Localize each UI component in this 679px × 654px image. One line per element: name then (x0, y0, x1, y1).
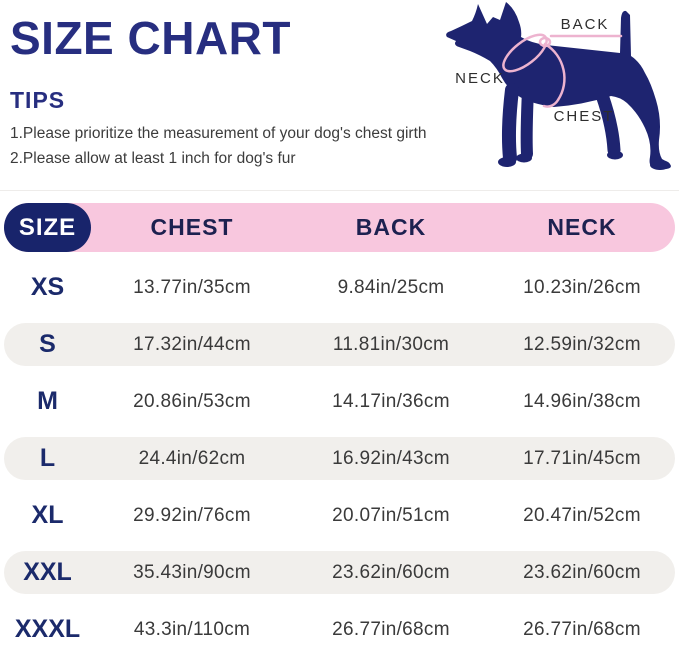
size-cell: XL (31, 501, 64, 529)
tip-line-2: 2.Please allow at least 1 inch for dog's… (10, 150, 296, 168)
back-cell: 16.92in/43cm (332, 447, 450, 469)
back-cell: 23.62in/60cm (332, 561, 450, 583)
back-label: BACK (561, 16, 610, 33)
neck-cell: 10.23in/26cm (523, 276, 641, 298)
back-cell: 11.81in/30cm (332, 333, 450, 355)
table-row-m: M 20.86in/53cm 14.17in/36cm 14.96in/38cm (4, 373, 675, 430)
table-row-l: L 24.4in/62cm 16.92in/43cm 17.71in/45cm (4, 430, 675, 487)
neck-cell: 14.96in/38cm (523, 390, 641, 412)
neck-cell: 26.77in/68cm (523, 618, 641, 640)
size-cell: XS (30, 273, 65, 301)
chest-cell: 13.77in/35cm (133, 276, 251, 298)
size-cell: L (39, 444, 56, 472)
table-header: SIZE CHEST BACK NECK (4, 203, 675, 252)
chest-cell: 17.32in/44cm (133, 333, 251, 355)
size-cell: XXXL (14, 615, 81, 643)
neck-column-header: NECK (547, 214, 617, 240)
page-title: SIZE CHART (10, 12, 291, 64)
chest-cell: 29.92in/76cm (133, 504, 251, 526)
chest-column-header: CHEST (150, 214, 234, 240)
table-row-xxl: XXL 35.43in/90cm 23.62in/60cm 23.62in/60… (4, 544, 675, 601)
size-cell: S (39, 330, 56, 358)
table-row-xl: XL 29.92in/76cm 20.07in/51cm 20.47in/52c… (4, 487, 675, 544)
chest-cell: 24.4in/62cm (138, 447, 246, 469)
dog-measurement-diagram: BACK NECK CHEST (432, 0, 679, 192)
tips-heading: TIPS (10, 87, 66, 114)
back-column-header: BACK (355, 214, 427, 240)
back-cell: 26.77in/68cm (332, 618, 450, 640)
size-cell: XXL (23, 558, 72, 586)
chest-label: CHEST (554, 108, 615, 125)
back-cell: 20.07in/51cm (332, 504, 450, 526)
harness-knot (538, 36, 552, 48)
size-header-pill: SIZE (4, 203, 91, 252)
neck-cell: 20.47in/52cm (523, 504, 641, 526)
dog-silhouette-icon (446, 2, 671, 170)
neck-cell: 23.62in/60cm (523, 561, 641, 583)
chest-cell: 43.3in/110cm (133, 618, 251, 640)
table-body: XS 13.77in/35cm 9.84in/25cm 10.23in/26cm… (4, 259, 675, 654)
tip-line-1: 1.Please prioritize the measurement of y… (10, 125, 427, 143)
chest-measure-strap (542, 42, 566, 108)
back-cell: 14.17in/36cm (332, 390, 450, 412)
table-row-xxxl: XXXL 43.3in/110cm 26.77in/68cm 26.77in/6… (4, 601, 675, 654)
neck-cell: 17.71in/45cm (523, 447, 641, 469)
back-cell: 9.84in/25cm (337, 276, 445, 298)
chest-cell: 20.86in/53cm (133, 390, 251, 412)
neck-label: NECK (455, 70, 505, 87)
table-row-xs: XS 13.77in/35cm 9.84in/25cm 10.23in/26cm (4, 259, 675, 316)
neck-cell: 12.59in/32cm (523, 333, 641, 355)
section-divider (0, 190, 679, 191)
size-cell: M (37, 387, 58, 415)
intro-section: SIZE CHART TIPS 1.Please prioritize the … (0, 0, 679, 190)
chest-cell: 35.43in/90cm (133, 561, 251, 583)
size-table: SIZE CHEST BACK NECK XS 13.77in/35cm 9.8… (4, 203, 675, 654)
intro-text-block: SIZE CHART TIPS 1.Please prioritize the … (0, 0, 679, 171)
table-row-s: S 17.32in/44cm 11.81in/30cm 12.59in/32cm (4, 316, 675, 373)
